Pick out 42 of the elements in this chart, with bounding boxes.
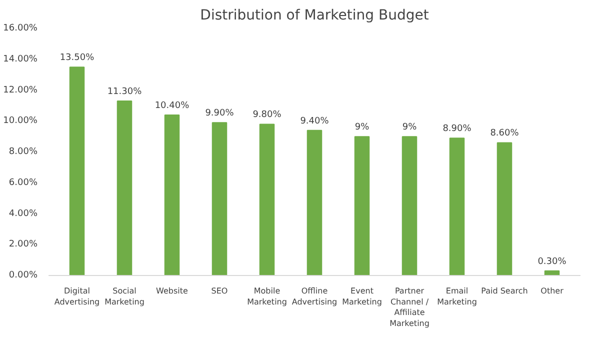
bar bbox=[259, 124, 275, 276]
x-tick-label: Website bbox=[156, 286, 188, 296]
bar bbox=[69, 66, 85, 276]
data-label: 8.60% bbox=[490, 128, 520, 139]
x-tick-label: Paid Search bbox=[481, 286, 528, 296]
data-label: 9.80% bbox=[252, 110, 282, 120]
y-tick-label: 14.00% bbox=[3, 54, 38, 64]
bar bbox=[449, 138, 465, 276]
x-tick-label: SEO bbox=[211, 286, 228, 296]
x-tick-label: Mobile Marketing bbox=[247, 286, 287, 306]
bar bbox=[354, 136, 370, 276]
data-label: 13.50% bbox=[60, 53, 95, 64]
x-tick-label: Other bbox=[540, 286, 564, 296]
bar bbox=[164, 114, 180, 276]
x-tick-label: Offline Advertising bbox=[292, 286, 338, 306]
bar bbox=[402, 136, 418, 276]
x-tick-label: Digital Advertising bbox=[54, 286, 100, 306]
data-label: 10.40% bbox=[154, 100, 190, 111]
x-tick-label: Partner Channel / Affiliate Marketing bbox=[390, 286, 430, 328]
data-label: 0.30% bbox=[538, 256, 567, 267]
y-tick-label: 6.00% bbox=[8, 178, 38, 188]
bar bbox=[212, 122, 228, 276]
bar bbox=[116, 100, 132, 276]
data-label: 9.90% bbox=[205, 108, 234, 119]
data-label: 9% bbox=[402, 122, 418, 133]
data-label: 9.40% bbox=[300, 116, 330, 126]
y-tick-label: 8.00% bbox=[8, 147, 38, 157]
y-tick-label: 0.00% bbox=[8, 270, 38, 280]
y-tick-label: 10.00% bbox=[3, 116, 38, 126]
y-tick-label: 12.00% bbox=[3, 85, 38, 96]
y-tick-label: 16.00% bbox=[3, 24, 38, 34]
x-tick-label: Social Marketing bbox=[104, 286, 144, 306]
bar bbox=[306, 130, 322, 276]
x-tick-label: Email Marketing bbox=[437, 286, 477, 306]
data-label: 8.90% bbox=[442, 124, 472, 134]
y-tick-label: 2.00% bbox=[8, 240, 38, 250]
data-label: 11.30% bbox=[107, 87, 142, 98]
x-tick-label: Event Marketing bbox=[342, 286, 382, 306]
y-tick-label: 4.00% bbox=[8, 208, 38, 219]
bar bbox=[496, 142, 512, 276]
chart-title: Distribution of Marketing Budget bbox=[200, 8, 430, 24]
data-label: 9% bbox=[354, 122, 370, 133]
